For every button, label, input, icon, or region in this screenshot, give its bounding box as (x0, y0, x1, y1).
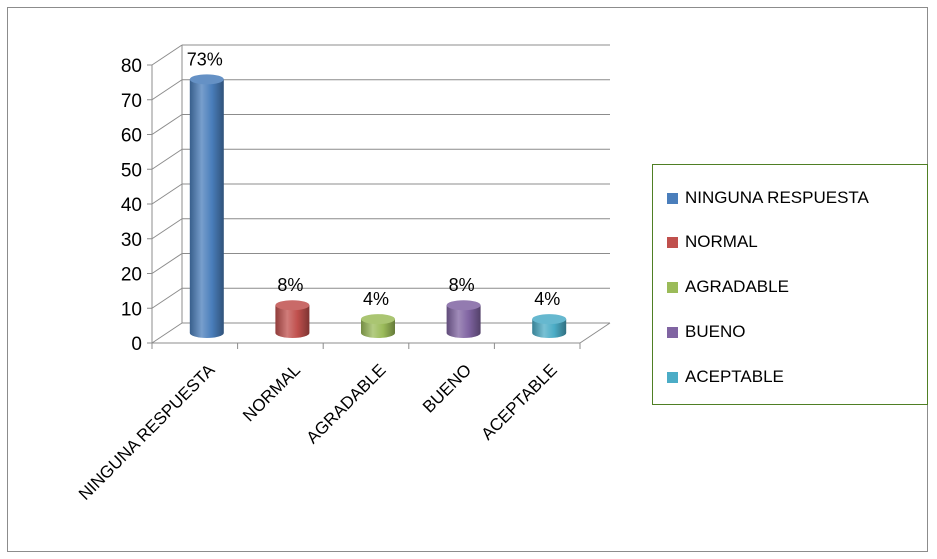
legend-swatch (667, 371, 678, 383)
bar-bueno (446, 305, 481, 338)
y-tick-label: 70 (121, 91, 142, 112)
gridline-side (151, 79, 183, 101)
data-label: 8% (277, 275, 303, 295)
y-tick-label: 30 (121, 230, 142, 251)
bar-aceptable (532, 319, 567, 338)
bar-normal (275, 305, 310, 338)
bar-top (532, 314, 567, 325)
gridline-side (151, 183, 183, 205)
gridline-side (151, 218, 183, 240)
x-tick-label: BUENO (419, 360, 475, 416)
legend-swatch (667, 236, 678, 248)
data-label: 73% (187, 49, 223, 69)
gridline-side (151, 322, 183, 344)
y-tick-label: 20 (121, 265, 142, 286)
labels-layer: 73% NINGUNA RESPUESTA 8% NORMAL 4% AGRADABLE 8… (75, 49, 561, 504)
y-tick-label: 40 (121, 195, 142, 216)
floor-edge (579, 322, 611, 344)
bar-ninguna-respuesta (189, 79, 224, 338)
x-tick-label: ACEPTABLE (477, 360, 560, 443)
legend-swatch (667, 326, 678, 338)
gridline-side (151, 114, 183, 135)
bar-top (361, 314, 395, 325)
gridline-side (151, 287, 183, 309)
gridline-side (151, 44, 183, 66)
legend-label: ACEPTABLE (685, 367, 784, 386)
bar-top (275, 300, 310, 311)
legend-label: NINGUNA RESPUESTA (685, 188, 869, 207)
x-tick-label: NORMAL (239, 360, 304, 425)
bar-top (189, 74, 224, 85)
legend-item-aceptable: ACEPTABLE (667, 366, 784, 388)
bar-agradable (361, 319, 395, 338)
axis-layer: 0 10 20 30 40 50 60 70 80 (121, 45, 611, 355)
x-tick-label: NINGUNA RESPUESTA (75, 360, 219, 504)
legend-item-ninguna-respuesta: NINGUNA RESPUESTA (667, 187, 869, 209)
y-tick-label: 0 (131, 334, 142, 355)
data-label: 4% (363, 289, 389, 309)
legend-swatch (667, 281, 678, 293)
legend-label: AGRADABLE (685, 277, 789, 296)
data-label: 4% (534, 289, 560, 309)
gridline-side (151, 148, 183, 170)
data-label: 8% (449, 275, 475, 295)
y-tick-label: 50 (121, 160, 142, 181)
legend-item-normal: NORMAL (667, 231, 758, 253)
x-tick-label: AGRADABLE (303, 360, 390, 447)
bars-layer (189, 74, 567, 338)
legend-item-agradable: AGRADABLE (667, 276, 789, 298)
chart-legend: NINGUNA RESPUESTA NORMAL AGRADABLE BUENO… (652, 164, 928, 405)
legend-swatch (667, 192, 678, 204)
y-tick-label: 10 (121, 299, 142, 320)
gridline-side (151, 253, 183, 274)
legend-label: NORMAL (685, 232, 758, 251)
legend-label: BUENO (685, 322, 746, 341)
y-tick-label: 80 (121, 56, 142, 77)
y-tick-label: 60 (121, 126, 142, 147)
bar-top (446, 300, 481, 311)
legend-item-bueno: BUENO (667, 321, 745, 343)
